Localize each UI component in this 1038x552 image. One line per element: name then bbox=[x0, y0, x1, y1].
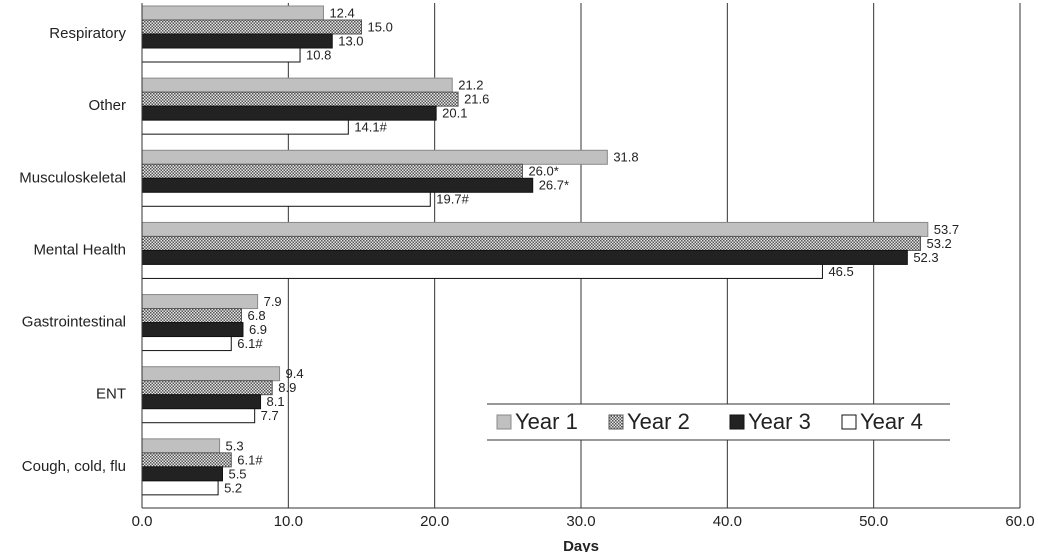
data-label: 12.4 bbox=[329, 5, 354, 20]
data-label: 53.7 bbox=[934, 222, 959, 237]
bar bbox=[141, 221, 929, 237]
bar bbox=[141, 33, 333, 49]
bar bbox=[141, 263, 823, 279]
legend-swatch bbox=[841, 414, 857, 430]
bar bbox=[141, 119, 349, 135]
data-label: 52.3 bbox=[913, 250, 938, 265]
legend-label: Year 1 bbox=[515, 409, 578, 434]
data-label: 26.7* bbox=[539, 178, 569, 193]
data-label: 26.0* bbox=[528, 164, 558, 179]
x-axis-label: Days bbox=[563, 538, 599, 552]
legend-swatch bbox=[608, 414, 624, 430]
data-label: 9.4 bbox=[286, 366, 304, 381]
bar bbox=[141, 308, 243, 324]
data-label: 6.9 bbox=[249, 322, 267, 337]
bar bbox=[141, 452, 232, 468]
legend-label: Year 4 bbox=[860, 409, 923, 434]
bar bbox=[141, 294, 259, 310]
bar bbox=[141, 149, 608, 165]
y-tick-label: Respiratory bbox=[49, 25, 126, 42]
bar bbox=[141, 480, 219, 496]
data-label: 7.9 bbox=[264, 294, 282, 309]
bar bbox=[141, 322, 244, 338]
data-label: 13.0 bbox=[338, 33, 363, 48]
data-label: 8.9 bbox=[278, 380, 296, 395]
data-label: 31.8 bbox=[613, 150, 638, 165]
legend-swatch bbox=[729, 414, 745, 430]
bar bbox=[141, 163, 523, 179]
bar bbox=[141, 249, 908, 265]
bar bbox=[141, 394, 262, 410]
x-tick-label: 0.0 bbox=[132, 513, 153, 530]
bar bbox=[141, 336, 232, 352]
x-tick-label: 10.0 bbox=[274, 513, 303, 530]
data-label: 5.3 bbox=[226, 438, 244, 453]
bar bbox=[141, 105, 437, 121]
bar bbox=[141, 77, 453, 93]
legend-label: Year 2 bbox=[627, 409, 690, 434]
data-label: 5.5 bbox=[228, 466, 246, 481]
data-label: 5.2 bbox=[224, 480, 242, 495]
legend-swatch bbox=[496, 414, 512, 430]
bar bbox=[141, 380, 273, 396]
data-label: 19.7# bbox=[436, 192, 469, 207]
x-tick-label: 20.0 bbox=[420, 513, 449, 530]
bar bbox=[141, 235, 921, 251]
bar bbox=[141, 5, 324, 21]
x-tick-label: 60.0 bbox=[1005, 513, 1034, 530]
data-label: 6.1# bbox=[237, 336, 263, 351]
y-tick-label: Other bbox=[88, 97, 126, 114]
data-label: 20.1 bbox=[442, 106, 467, 121]
legend-box bbox=[487, 404, 950, 440]
y-tick-label: Musculoskeletal bbox=[19, 169, 126, 186]
bar bbox=[141, 191, 431, 207]
data-label: 46.5 bbox=[828, 264, 853, 279]
bar bbox=[141, 19, 362, 35]
data-label: 6.8 bbox=[248, 308, 266, 323]
data-label: 21.2 bbox=[458, 78, 483, 93]
data-label: 53.2 bbox=[926, 236, 951, 251]
data-label: 6.1# bbox=[237, 452, 263, 467]
bar bbox=[141, 438, 221, 454]
data-label: 14.1# bbox=[354, 120, 387, 135]
bar bbox=[141, 466, 223, 482]
bar bbox=[141, 47, 301, 63]
bar bbox=[141, 408, 256, 424]
bar bbox=[141, 366, 281, 382]
data-label: 10.8 bbox=[306, 47, 331, 62]
bar bbox=[141, 91, 459, 107]
x-tick-label: 30.0 bbox=[566, 513, 595, 530]
data-label: 8.1 bbox=[267, 394, 285, 409]
y-tick-label: Gastrointestinal bbox=[22, 314, 126, 331]
data-label: 15.0 bbox=[368, 19, 393, 34]
x-tick-label: 40.0 bbox=[713, 513, 742, 530]
x-tick-label: 50.0 bbox=[859, 513, 888, 530]
legend-label: Year 3 bbox=[748, 409, 811, 434]
data-label: 7.7 bbox=[261, 408, 279, 423]
y-tick-label: Cough, cold, flu bbox=[22, 458, 126, 475]
data-label: 21.6 bbox=[464, 92, 489, 107]
y-tick-label: Mental Health bbox=[33, 241, 126, 258]
bar bbox=[141, 177, 534, 193]
y-tick-label: ENT bbox=[96, 386, 126, 403]
